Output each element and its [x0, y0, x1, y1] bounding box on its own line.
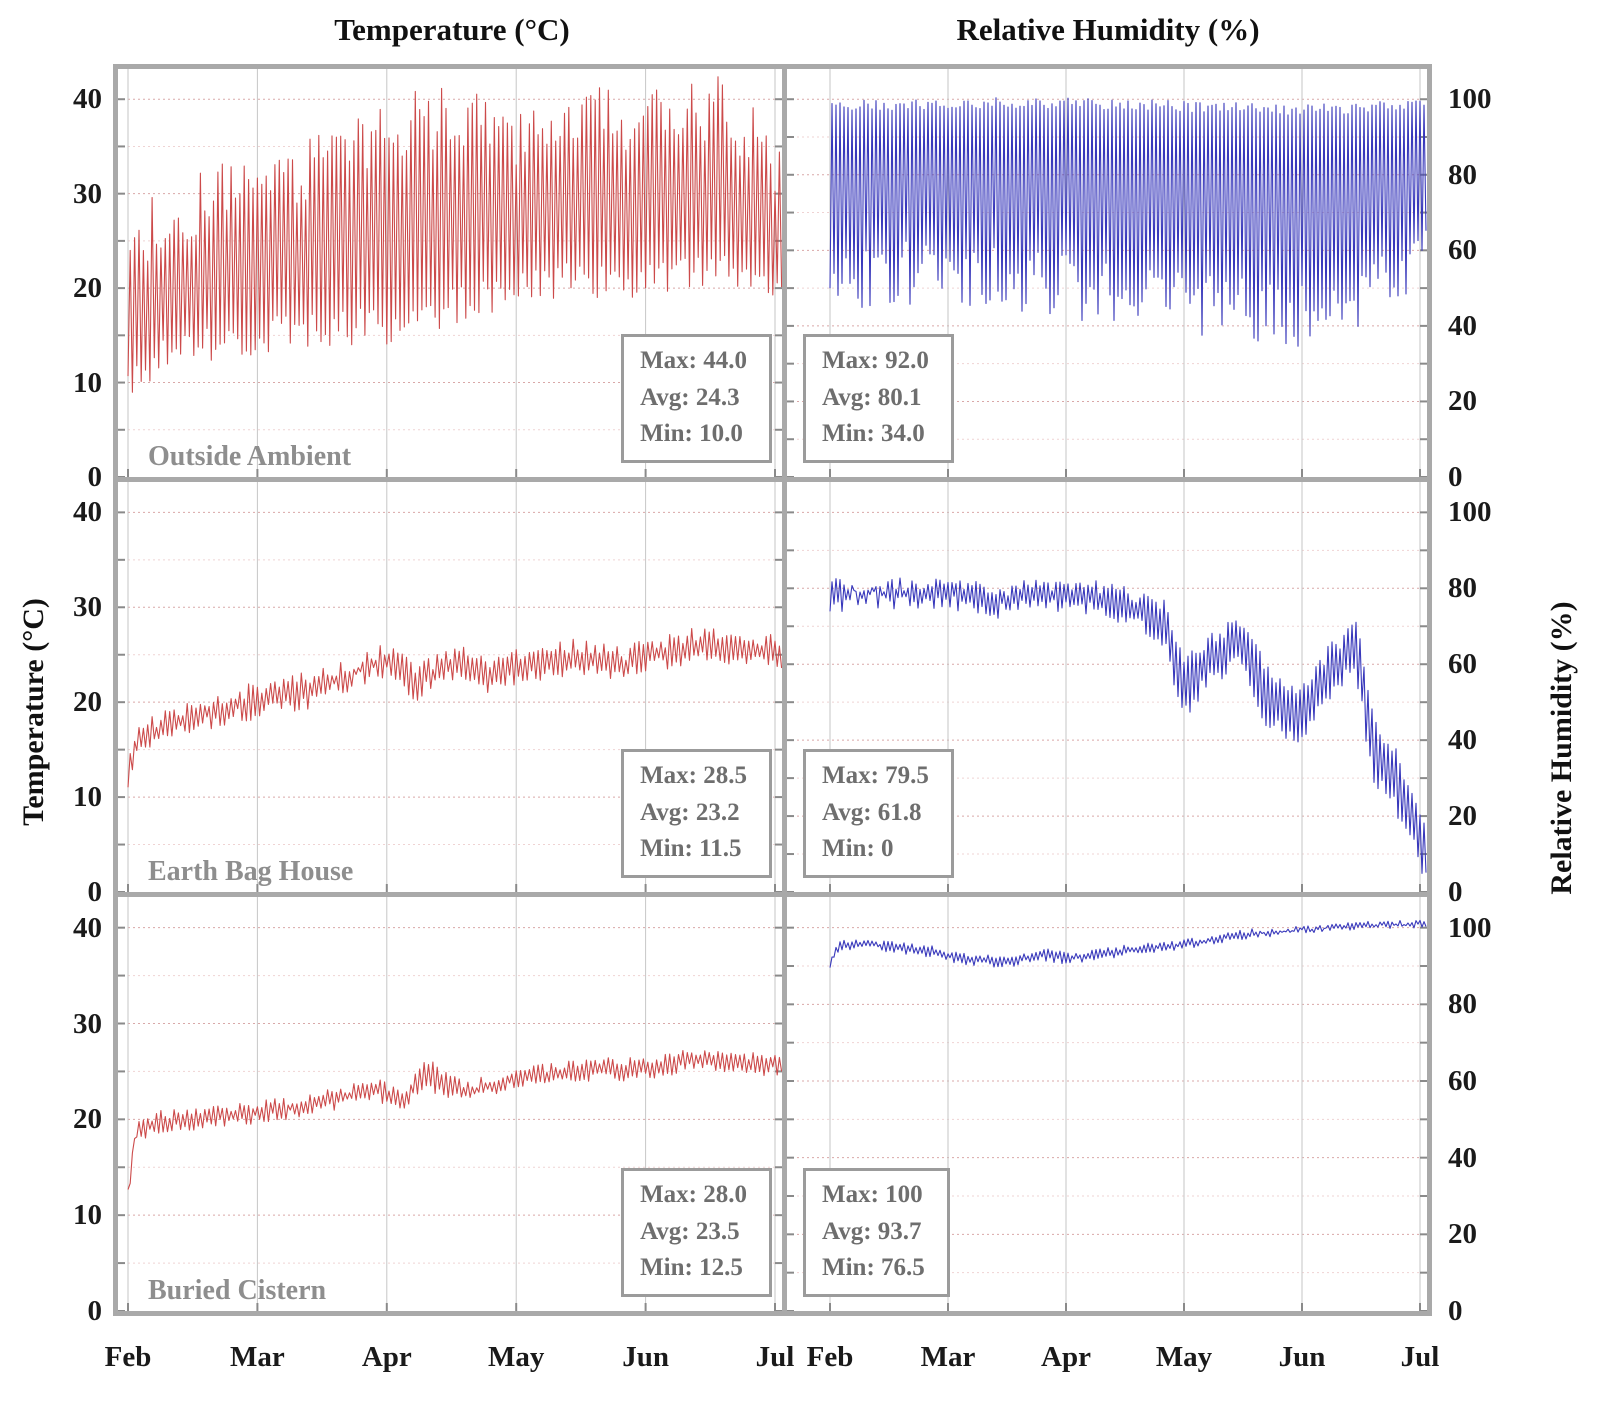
chart-grid: Max: 44.0 Avg: 24.3 Min: 10.0 Outside Ambie… — [113, 64, 1432, 1316]
x-tick-temp-feb: Feb — [104, 1341, 152, 1373]
temp-y-tick-30: 30 — [73, 591, 102, 624]
hum-y-tick-40: 40 — [1448, 1141, 1477, 1174]
panel-earth-bag-house-humidity: Max: 79.5 Avg: 61.8 Min: 0 — [787, 482, 1427, 892]
temp-y-tick-20: 20 — [73, 272, 102, 305]
outside-ambient-temperature-series-line — [127, 76, 782, 393]
outside-ambient-humidity-series-line — [829, 97, 1427, 347]
x-tick-hum-jul: Jul — [1400, 1341, 1440, 1373]
earth-bag-house-humidity-stats-box: Max: 79.5 Avg: 61.8 Min: 0 — [803, 749, 954, 878]
earth-bag-house-humidity-series-line — [829, 577, 1427, 874]
stat-min: Min: 34.0 — [822, 419, 925, 447]
hum-y-tick-100: 100 — [1448, 83, 1492, 116]
stat-avg: Avg: 23.2 — [640, 798, 740, 826]
temp-y-tick-40: 40 — [73, 496, 102, 529]
temp-y-tick-10: 10 — [73, 1199, 102, 1232]
x-tick-hum-feb: Feb — [806, 1341, 854, 1373]
stat-min: Min: 12.5 — [640, 1253, 743, 1281]
hum-y-tick-20: 20 — [1448, 385, 1477, 418]
stat-avg: Avg: 93.7 — [822, 1217, 922, 1245]
x-tick-temp-jun: Jun — [622, 1341, 669, 1373]
stat-avg: Avg: 24.3 — [640, 383, 740, 411]
temp-y-tick-0: 0 — [87, 876, 103, 908]
panel-outside-ambient-temperature: Max: 44.0 Avg: 24.3 Min: 10.0 Outside Ambie… — [118, 69, 782, 477]
buried-cistern-humidity-plot — [787, 897, 1427, 1311]
temp-y-tick-40: 40 — [73, 911, 102, 944]
hum-y-tick-40: 40 — [1448, 309, 1477, 342]
stat-avg: Avg: 80.1 — [822, 383, 922, 411]
temp-y-tick-0: 0 — [87, 1295, 103, 1327]
hum-y-tick-20: 20 — [1448, 800, 1477, 833]
buried-cistern-humidity-stats-box: Max: 100 Avg: 93.7 Min: 76.5 — [803, 1168, 950, 1297]
temp-y-tick-40: 40 — [73, 83, 102, 116]
hum-y-tick-60: 60 — [1448, 1065, 1477, 1097]
x-tick-hum-mar: Mar — [920, 1341, 976, 1373]
panel-label-buried-cistern-temperature: Buried Cistern — [148, 1275, 327, 1306]
x-tick-temp-mar: Mar — [230, 1341, 285, 1373]
hum-y-tick-80: 80 — [1448, 158, 1477, 191]
temp-y-tick-30: 30 — [73, 177, 102, 210]
panel-earth-bag-house-temperature: Max: 28.5 Avg: 23.2 Min: 11.5 Earth Bag Hou… — [118, 482, 782, 892]
x-tick-temp-may: May — [488, 1341, 545, 1373]
stat-max: Max: 92.0 — [822, 347, 929, 375]
stat-min: Min: 11.5 — [640, 834, 742, 862]
panel-buried-cistern-humidity: Max: 100 Avg: 93.7 Min: 76.5 — [787, 897, 1427, 1311]
humidity-column-title: Relative Humidity (%) — [956, 12, 1260, 47]
earth-bag-house-temperature-plot — [118, 482, 782, 892]
stat-min: Min: 0 — [822, 834, 894, 862]
stat-avg: Avg: 61.8 — [822, 798, 922, 826]
x-tick-hum-jun: Jun — [1278, 1341, 1326, 1373]
panel-buried-cistern-temperature: Max: 28.0 Avg: 23.5 Min: 12.5 Buried Cister… — [118, 897, 782, 1311]
earth-bag-house-temperature-stats-box: Max: 28.5 Avg: 23.2 Min: 11.5 — [621, 749, 772, 878]
hum-y-tick-60: 60 — [1448, 648, 1477, 681]
stat-max: Max: 28.0 — [640, 1181, 747, 1209]
hum-y-tick-20: 20 — [1448, 1218, 1477, 1251]
temp-y-tick-30: 30 — [73, 1007, 102, 1040]
stat-max: Max: 28.5 — [640, 762, 747, 790]
stat-avg: Avg: 23.5 — [640, 1217, 740, 1245]
stat-max: Max: 44.0 — [640, 347, 747, 375]
buried-cistern-temperature-plot — [118, 897, 782, 1311]
stat-max: Max: 100 — [822, 1181, 923, 1209]
temp-y-tick-20: 20 — [73, 686, 102, 719]
outside-ambient-temperature-plot — [118, 69, 782, 477]
hum-y-tick-60: 60 — [1448, 234, 1477, 267]
temp-y-tick-0: 0 — [87, 461, 103, 493]
x-tick-temp-apr: Apr — [361, 1341, 412, 1373]
temp-y-tick-20: 20 — [73, 1103, 102, 1136]
stat-min: Min: 76.5 — [822, 1253, 925, 1281]
outside-ambient-humidity-stats-box: Max: 92.0 Avg: 80.1 Min: 34.0 — [803, 334, 954, 463]
buried-cistern-temperature-stats-box: Max: 28.0 Avg: 23.5 Min: 12.5 — [621, 1168, 772, 1297]
temperature-column-title: Temperature (°C) — [334, 12, 570, 47]
hum-y-tick-0: 0 — [1448, 1295, 1463, 1327]
temp-y-tick-10: 10 — [73, 781, 102, 814]
x-tick-hum-may: May — [1155, 1341, 1213, 1373]
humidity-y-axis-label: Relative Humidity (%) — [1545, 601, 1578, 895]
hum-y-tick-100: 100 — [1448, 911, 1492, 944]
panel-label-earth-bag-house-temperature: Earth Bag House — [148, 856, 354, 887]
outside-ambient-temperature-stats-box: Max: 44.0 Avg: 24.3 Min: 10.0 — [621, 334, 772, 463]
stat-max: Max: 79.5 — [822, 762, 929, 790]
hum-y-tick-100: 100 — [1448, 496, 1492, 529]
hum-y-tick-0: 0 — [1448, 876, 1463, 908]
panel-outside-ambient-humidity: Max: 92.0 Avg: 80.1 Min: 34.0 — [787, 69, 1427, 477]
hum-y-tick-80: 80 — [1448, 572, 1477, 605]
x-tick-temp-jul: Jul — [755, 1341, 795, 1373]
temp-y-tick-10: 10 — [73, 366, 102, 399]
panel-label-outside-ambient-temperature: Outside Ambient — [148, 441, 352, 472]
hum-y-tick-0: 0 — [1448, 461, 1463, 493]
earth-bag-house-temperature-series-line — [127, 628, 782, 788]
buried-cistern-humidity-series-line — [829, 919, 1427, 968]
stat-min: Min: 10.0 — [640, 419, 743, 447]
x-tick-hum-apr: Apr — [1041, 1341, 1091, 1373]
hum-y-tick-80: 80 — [1448, 988, 1477, 1021]
hum-y-tick-40: 40 — [1448, 724, 1477, 757]
buried-cistern-temperature-series-line — [127, 1050, 782, 1190]
